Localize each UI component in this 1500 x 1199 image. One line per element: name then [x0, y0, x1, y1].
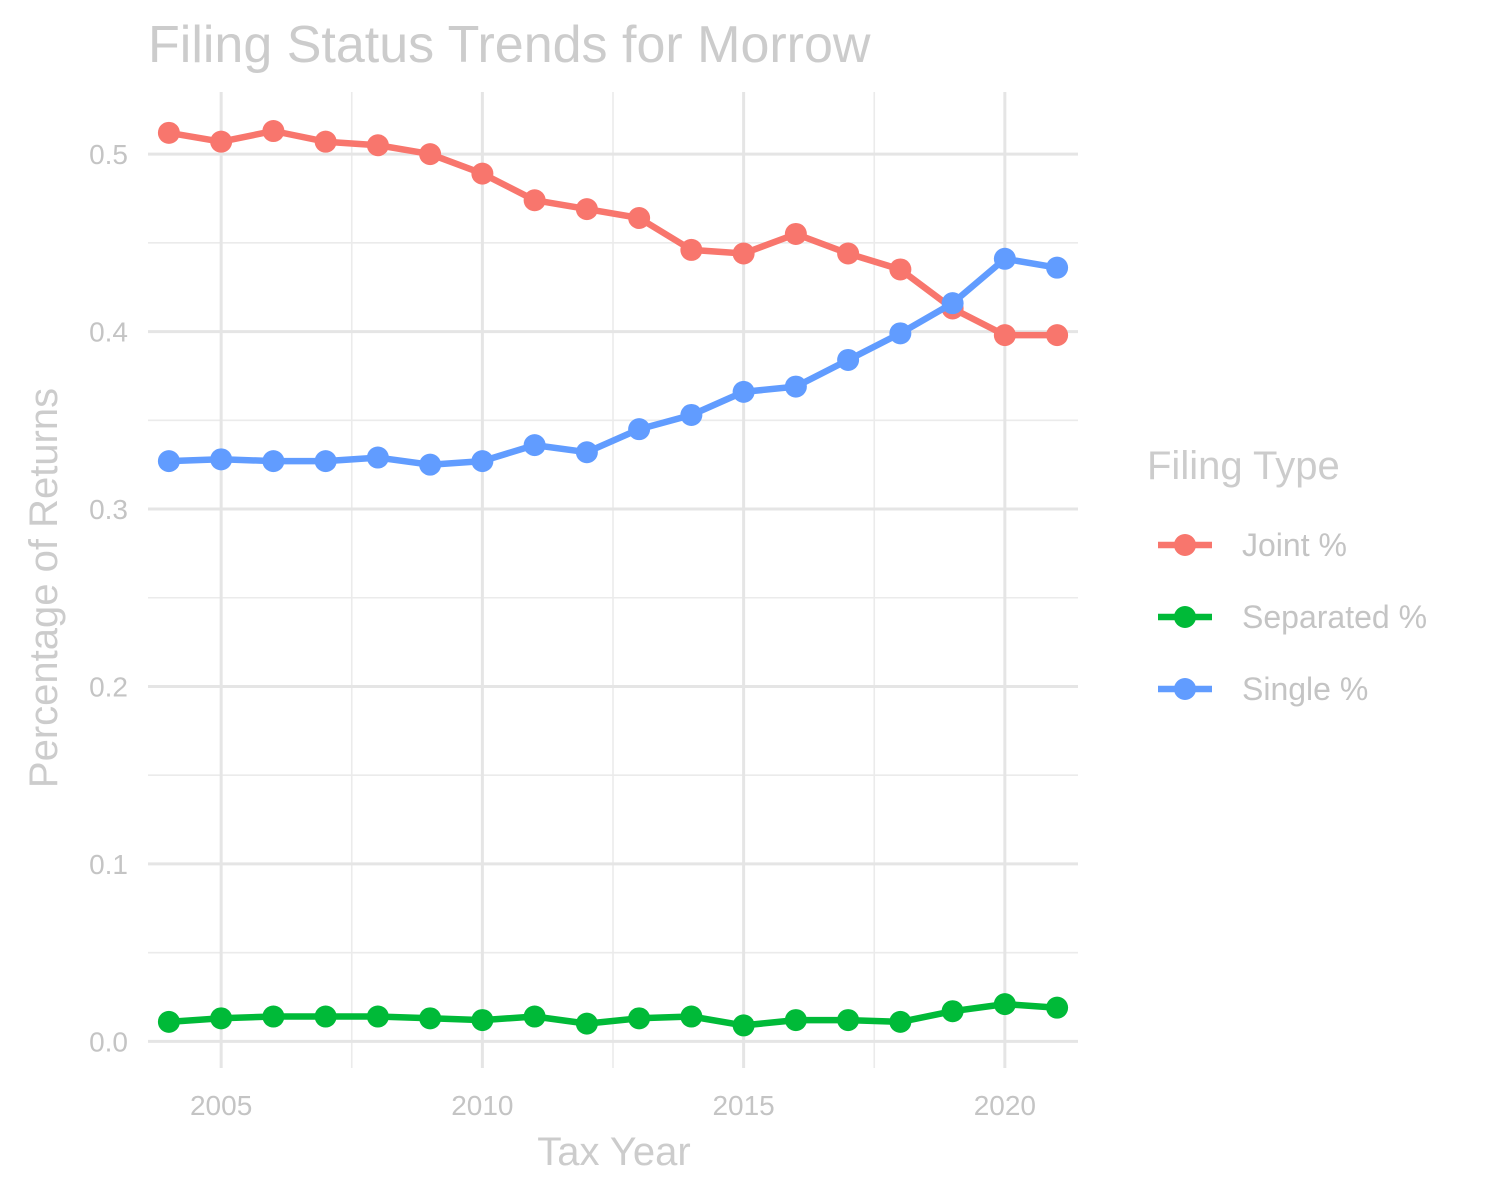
data-point	[1046, 256, 1069, 279]
data-point	[837, 1009, 860, 1032]
legend-key-point	[1174, 534, 1196, 556]
data-point	[262, 120, 285, 143]
data-point	[889, 258, 912, 281]
data-point	[523, 189, 546, 212]
data-point	[680, 1005, 703, 1028]
data-point	[471, 450, 494, 473]
data-point	[732, 1014, 755, 1037]
data-point	[575, 441, 598, 464]
y-tick-label: 0.3	[89, 494, 128, 525]
legend-item: Joint %	[1158, 527, 1347, 563]
data-point	[732, 380, 755, 403]
legend-title: Filing Type	[1147, 444, 1340, 488]
y-tick-label: 0.0	[89, 1026, 128, 1057]
data-point	[210, 1007, 233, 1030]
data-point	[1046, 324, 1069, 347]
y-tick-label: 0.4	[89, 317, 128, 348]
chart-title: Filing Status Trends for Morrow	[148, 16, 871, 74]
data-point	[993, 247, 1016, 270]
series-layer	[157, 120, 1069, 1037]
data-point	[262, 1005, 285, 1028]
data-point	[366, 1005, 389, 1028]
data-point	[157, 121, 180, 144]
x-tick-label: 2015	[712, 1090, 774, 1121]
data-point	[993, 993, 1016, 1016]
data-point	[784, 1009, 807, 1032]
legend-label: Joint %	[1242, 527, 1347, 563]
x-tick-label: 2020	[974, 1090, 1036, 1121]
series-2	[157, 247, 1069, 476]
data-point	[889, 1010, 912, 1033]
data-point	[628, 1007, 651, 1030]
series-1	[157, 993, 1069, 1037]
data-point	[784, 222, 807, 245]
x-tick-label: 2010	[451, 1090, 513, 1121]
data-point	[366, 134, 389, 157]
data-point	[157, 1010, 180, 1033]
data-point	[680, 238, 703, 261]
y-tick-label: 0.1	[89, 849, 128, 880]
data-point	[419, 1007, 442, 1030]
data-point	[680, 403, 703, 426]
data-point	[157, 450, 180, 473]
x-axis-title: Tax Year	[537, 1130, 690, 1174]
data-point	[628, 206, 651, 229]
data-point	[314, 130, 337, 153]
data-point	[366, 446, 389, 469]
legend-key-point	[1174, 678, 1196, 700]
data-point	[419, 143, 442, 166]
data-point	[523, 1005, 546, 1028]
data-point	[1046, 996, 1069, 1019]
y-axis-ticks: 0.0 0.1 0.2 0.3 0.4 0.5	[89, 139, 128, 1057]
data-point	[837, 348, 860, 371]
legend-key-point	[1174, 606, 1196, 628]
data-point	[210, 448, 233, 471]
data-point	[262, 450, 285, 473]
legend: Filing Type Joint % Separated % Single %	[1147, 444, 1427, 707]
legend-label: Single %	[1242, 671, 1368, 707]
data-point	[210, 130, 233, 153]
data-point	[941, 1000, 964, 1023]
data-point	[837, 242, 860, 265]
data-point	[993, 324, 1016, 347]
data-point	[314, 1005, 337, 1028]
data-point	[575, 1012, 598, 1035]
data-point	[889, 322, 912, 345]
data-point	[575, 198, 598, 221]
legend-label: Separated %	[1242, 599, 1427, 635]
x-tick-label: 2005	[190, 1090, 252, 1121]
y-tick-label: 0.5	[89, 139, 128, 170]
x-axis-ticks: 2005 2010 2015 2020	[190, 1090, 1036, 1121]
data-point	[314, 450, 337, 473]
legend-item: Single %	[1158, 671, 1368, 707]
legend-item: Separated %	[1158, 599, 1427, 635]
data-point	[471, 162, 494, 185]
y-axis-title: Percentage of Returns	[22, 388, 66, 788]
data-point	[471, 1009, 494, 1032]
data-point	[941, 292, 964, 315]
data-point	[628, 418, 651, 441]
data-point	[419, 453, 442, 476]
minor-gridlines	[148, 92, 1078, 1068]
data-point	[732, 242, 755, 265]
data-point	[523, 434, 546, 457]
data-point	[784, 375, 807, 398]
y-tick-label: 0.2	[89, 671, 128, 702]
